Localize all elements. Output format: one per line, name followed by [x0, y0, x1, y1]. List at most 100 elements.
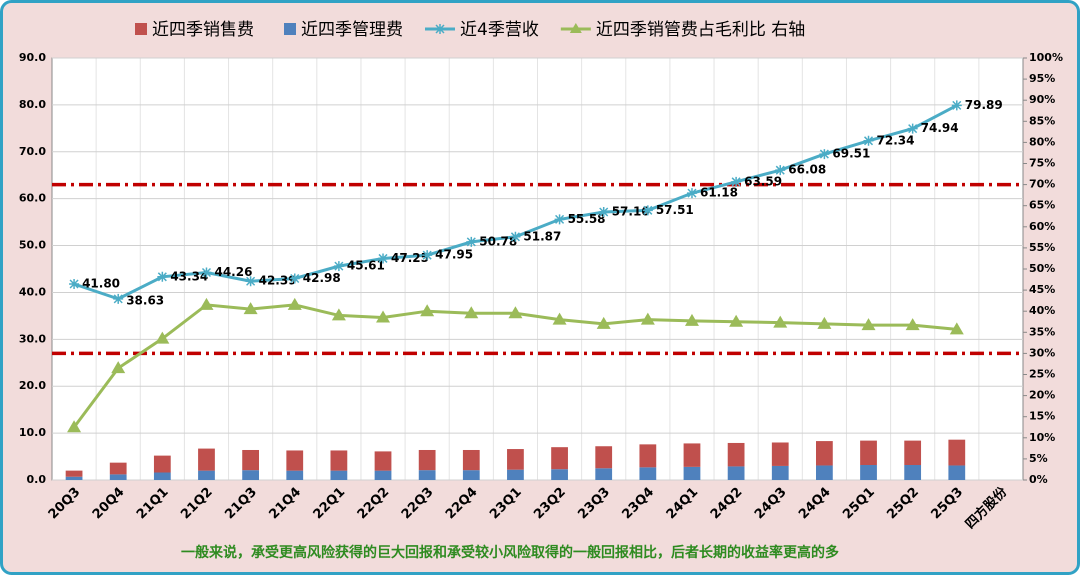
marker — [596, 316, 611, 329]
y2-tick-label: 5% — [1029, 452, 1048, 465]
y2-tick-label: 65% — [1029, 199, 1055, 212]
marker — [155, 331, 170, 344]
bar — [374, 451, 392, 471]
marker — [243, 302, 258, 315]
marker — [729, 314, 744, 327]
data-label: 55.58 — [568, 212, 606, 226]
legend-label: 近四季管理费 — [301, 20, 403, 40]
bar — [65, 476, 83, 480]
marker — [552, 312, 567, 325]
y2-tick-label: 35% — [1029, 325, 1055, 338]
marker — [113, 293, 124, 304]
bar — [904, 440, 922, 465]
marker — [333, 261, 344, 272]
bar — [286, 450, 304, 471]
marker — [907, 123, 918, 134]
data-label: 47.95 — [435, 248, 473, 262]
bar — [948, 439, 966, 466]
marker — [686, 188, 697, 199]
y2-tick-label: 80% — [1029, 135, 1055, 148]
marker — [376, 310, 391, 323]
y-tick-label: 50.0 — [19, 239, 46, 252]
marker — [331, 308, 346, 321]
bar — [595, 468, 613, 480]
marker — [642, 205, 653, 216]
note: 一般来说，承受更高风险获得的巨大回报和承受较小风险取得的一般回报相比，后者长期的… — [181, 544, 839, 561]
bar — [816, 441, 833, 466]
bar — [418, 449, 436, 471]
y-tick-label: 60.0 — [19, 192, 46, 205]
bar — [639, 467, 657, 480]
bar — [286, 470, 304, 480]
bar — [639, 444, 657, 468]
y-tick-label: 80.0 — [19, 98, 46, 111]
y-tick-label: 30.0 — [19, 332, 46, 345]
data-label: 41.80 — [82, 277, 120, 291]
bar — [771, 442, 789, 466]
bar — [507, 469, 524, 480]
marker — [773, 315, 788, 328]
marker — [157, 271, 168, 282]
marker — [245, 276, 256, 287]
marker — [508, 306, 523, 319]
bar — [595, 446, 613, 469]
marker — [817, 316, 832, 329]
y-tick-label: 40.0 — [19, 285, 46, 298]
marker — [111, 361, 126, 374]
y2-tick-label: 15% — [1029, 410, 1055, 423]
data-label: 42.98 — [303, 271, 341, 285]
bar — [727, 442, 745, 467]
y2-tick-label: 60% — [1029, 220, 1055, 233]
marker — [378, 253, 389, 264]
marker — [69, 279, 80, 290]
bar — [551, 469, 568, 480]
marker — [422, 250, 433, 261]
marker — [464, 306, 479, 319]
legend-marker — [435, 24, 445, 34]
y-tick-label: 70.0 — [19, 145, 46, 158]
legend-swatch — [284, 23, 296, 35]
bar — [198, 470, 215, 480]
marker — [466, 236, 477, 247]
marker — [640, 312, 655, 325]
marker — [289, 273, 300, 284]
bar — [727, 466, 745, 480]
y2-tick-label: 45% — [1029, 283, 1055, 296]
y2-tick-label: 90% — [1029, 93, 1055, 106]
bar — [153, 472, 171, 480]
y-tick-label: 90.0 — [19, 51, 46, 64]
bar — [948, 465, 966, 480]
data-label: 44.26 — [214, 265, 252, 279]
marker — [861, 318, 876, 331]
marker — [863, 135, 874, 146]
marker — [67, 420, 82, 433]
bar — [242, 449, 259, 471]
marker — [951, 100, 962, 111]
y2-tick-label: 10% — [1029, 431, 1055, 444]
marker — [287, 297, 302, 310]
data-label: 42.39 — [259, 274, 297, 288]
data-label: 45.61 — [347, 259, 385, 273]
bar — [418, 470, 436, 480]
y2-tick-label: 0% — [1029, 473, 1048, 486]
bar — [330, 470, 348, 480]
marker — [775, 165, 786, 176]
bar — [462, 470, 480, 480]
y2-tick-label: 40% — [1029, 304, 1055, 317]
data-label: 57.16 — [612, 204, 650, 218]
marker — [598, 206, 609, 217]
data-label: 57.51 — [656, 203, 694, 217]
marker — [554, 214, 565, 225]
bar — [198, 448, 215, 471]
marker — [684, 313, 699, 326]
bar — [860, 440, 877, 465]
y2-tick-label: 30% — [1029, 346, 1055, 359]
bar — [904, 464, 922, 480]
legend-label: 近四季销售费 — [152, 20, 254, 40]
y2-tick-label: 50% — [1029, 262, 1055, 275]
bar — [683, 466, 701, 480]
data-label: 47.25 — [391, 251, 429, 265]
legend-swatch — [135, 23, 147, 35]
y2-tick-label: 100% — [1029, 51, 1063, 64]
